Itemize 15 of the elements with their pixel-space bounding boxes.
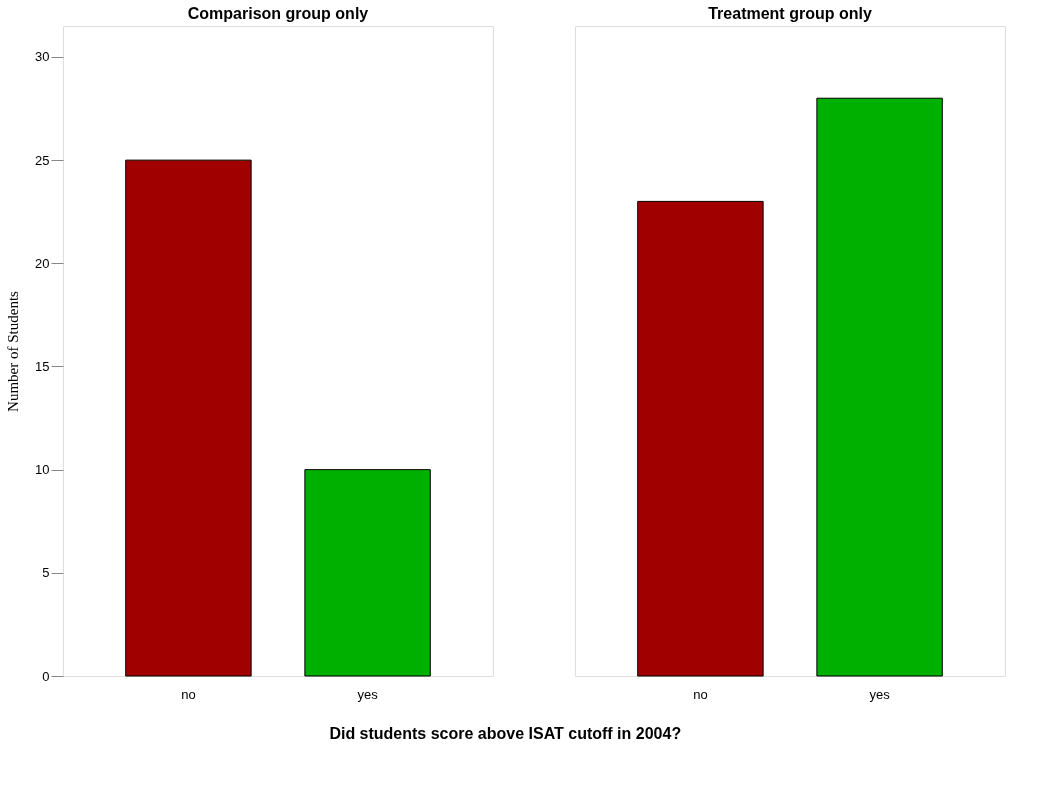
- x-axis-title: Did students score above ISAT cutoff in 2004?: [329, 724, 682, 742]
- x-tick-label: no: [181, 686, 196, 702]
- chart-title: Comparison group only: [187, 5, 369, 22]
- y-tick-label: 10: [35, 462, 50, 478]
- x-tick-label: yes: [357, 686, 379, 702]
- x-tick-label: no: [693, 686, 708, 702]
- y-tick-label: 25: [35, 152, 50, 168]
- y-tick-label: 20: [35, 255, 50, 271]
- y-tick-label: 0: [42, 668, 50, 684]
- y-tick-label: 15: [35, 358, 50, 374]
- y-tick-label: 30: [35, 49, 50, 65]
- chart-title: Treatment group only: [708, 5, 872, 22]
- y-axis-title: Number of Students: [5, 290, 22, 412]
- x-tick-label: yes: [869, 686, 891, 702]
- y-tick-label: 5: [42, 565, 50, 581]
